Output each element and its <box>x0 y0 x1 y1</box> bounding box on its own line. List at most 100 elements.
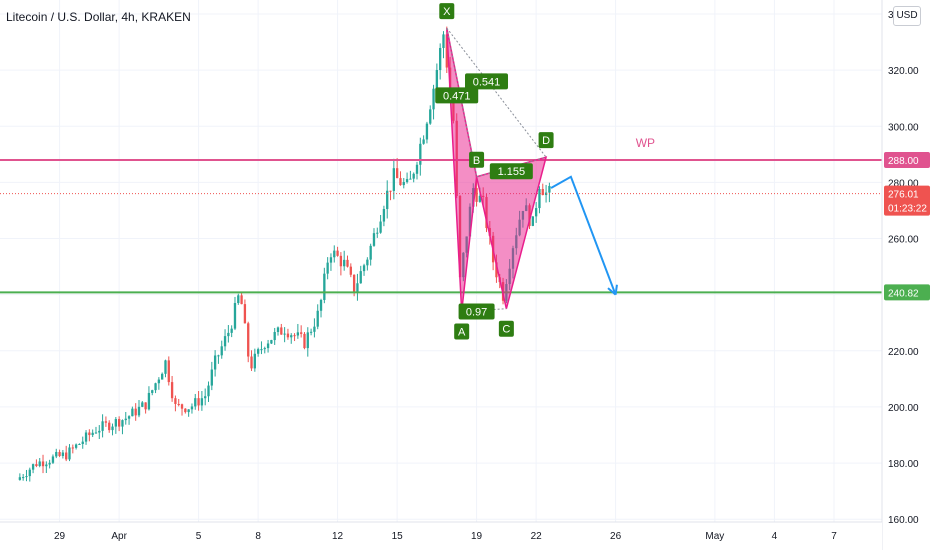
candle <box>422 139 425 144</box>
candle <box>91 432 94 436</box>
support-price-label-tag[interactable] <box>884 284 930 301</box>
price-tick-label: 260.00 <box>888 235 919 246</box>
resistance-price-label-tag[interactable] <box>884 151 930 168</box>
candle <box>439 47 442 71</box>
candle <box>190 406 194 410</box>
candle <box>58 451 61 456</box>
candle <box>84 432 88 442</box>
candle <box>204 396 207 399</box>
candle <box>154 383 157 391</box>
candle <box>343 259 346 267</box>
time-tick-label: 22 <box>531 531 543 542</box>
candle <box>55 451 58 457</box>
time-tick-label: May <box>705 531 724 542</box>
time-tick-label: 5 <box>196 531 202 542</box>
candle <box>194 398 197 407</box>
candle <box>260 349 263 351</box>
candle <box>187 409 190 413</box>
candle <box>296 332 300 336</box>
candle <box>415 164 419 174</box>
candle <box>475 188 478 202</box>
projection-arrow[interactable] <box>550 175 618 296</box>
candle <box>18 477 22 480</box>
ratio-label: 0.97 <box>466 307 487 319</box>
candle <box>253 353 256 369</box>
ratio-label: 0.471 <box>443 90 471 102</box>
candle <box>429 109 432 124</box>
candle <box>339 255 343 267</box>
currency-button[interactable]: USD <box>893 6 921 26</box>
ratio-label-bg <box>435 87 479 104</box>
candle <box>213 355 217 370</box>
candle <box>366 259 369 266</box>
candle <box>134 408 137 416</box>
candle <box>74 444 78 448</box>
candle <box>127 416 131 419</box>
candle <box>101 421 104 431</box>
ratio-label-bg <box>465 73 509 90</box>
candle <box>442 34 445 48</box>
time-tick-label: 12 <box>332 531 344 542</box>
candle <box>319 299 323 311</box>
candle <box>207 385 210 397</box>
candle <box>247 323 250 357</box>
candle <box>164 360 167 374</box>
candle <box>333 250 336 258</box>
price-tick-label: 200.00 <box>888 403 919 414</box>
candle <box>495 262 498 278</box>
candle <box>167 360 170 383</box>
time-tick-label: 4 <box>772 531 778 542</box>
chart-title: Litecoin / U.S. Dollar, 4h, KRAKEN <box>6 10 191 24</box>
candle <box>266 343 270 349</box>
candle <box>61 452 65 456</box>
candle <box>432 88 435 110</box>
candle <box>137 406 141 416</box>
point-label-b-bg <box>469 151 485 168</box>
candle <box>548 185 551 193</box>
point-label-b: B <box>473 155 480 167</box>
horizontal-levels[interactable]: WP <box>0 136 882 294</box>
candle <box>114 419 117 427</box>
point-label-d-bg <box>538 132 554 149</box>
resistance-price-label: 288.00 <box>888 156 919 167</box>
wp-label: WP <box>636 136 655 150</box>
candle <box>22 477 25 479</box>
candle <box>346 259 349 267</box>
candle <box>108 422 111 431</box>
candle <box>280 327 283 335</box>
candle <box>227 332 230 337</box>
candle <box>233 303 237 329</box>
candle <box>399 178 402 186</box>
candle <box>283 333 286 335</box>
candle <box>531 216 534 226</box>
price-axis[interactable]: 160.00180.00200.00220.00240.00260.00280.… <box>881 0 932 550</box>
candle <box>425 123 429 140</box>
candle <box>286 333 290 338</box>
price-tick-label: 220.00 <box>888 347 919 358</box>
price-tick-label: 280.00 <box>888 178 919 189</box>
candle <box>405 179 409 183</box>
projection-arrowhead <box>607 287 617 296</box>
pattern-ratio-line <box>461 308 507 313</box>
candle <box>78 443 81 445</box>
candle <box>313 326 316 332</box>
candle <box>538 189 541 209</box>
point-label-x-bg <box>439 3 455 20</box>
point-label-a: A <box>458 327 466 339</box>
candle <box>68 447 71 460</box>
projection-path[interactable] <box>550 175 617 296</box>
candle <box>144 402 147 410</box>
time-tick-label: 19 <box>471 531 483 542</box>
candle <box>45 464 48 467</box>
time-axis[interactable]: 29 Apr 5 8 12 15 19 22 26 May 4 7 <box>0 521 882 550</box>
candle <box>98 430 101 433</box>
candle <box>111 426 114 431</box>
candle <box>309 331 313 333</box>
candle <box>303 333 306 349</box>
candle <box>65 452 68 460</box>
current-price-tag[interactable] <box>884 185 930 216</box>
candle <box>356 283 359 293</box>
candle <box>326 262 329 274</box>
